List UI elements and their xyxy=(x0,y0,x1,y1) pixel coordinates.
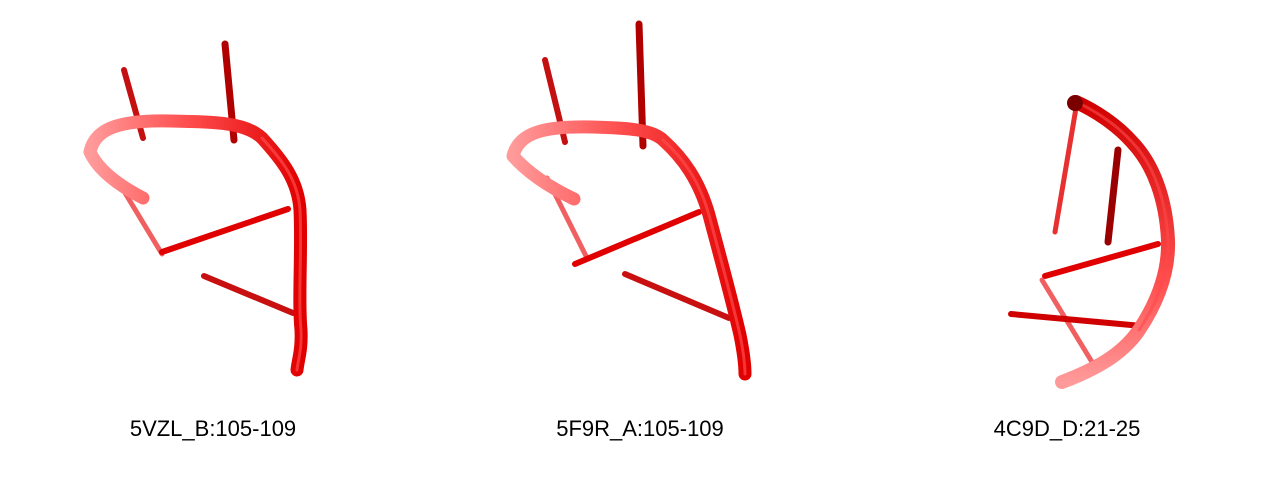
backbone-highlight xyxy=(661,138,747,376)
rna-cartoon-3 xyxy=(1008,95,1176,389)
base-stick xyxy=(572,209,702,267)
base-stick xyxy=(201,273,296,316)
backbone-tube xyxy=(506,120,752,381)
base-stick xyxy=(159,206,291,255)
base-stick xyxy=(1104,146,1122,246)
base-stick xyxy=(1052,105,1079,235)
structure-panel-3: 4C9D_D:21-25 xyxy=(854,0,1280,480)
structure-label: 5VZL_B:105-109 xyxy=(129,416,297,441)
base-stick xyxy=(1008,311,1145,329)
rna-cartoon-1 xyxy=(83,40,308,377)
backbone-tube xyxy=(83,114,308,377)
rna-cartoon-2 xyxy=(506,20,752,381)
backbone-highlight xyxy=(260,136,303,372)
backbone-highlight xyxy=(1074,100,1170,332)
structure-label: 5F9R_A:105-109 xyxy=(556,416,724,441)
structure-label: 4C9D_D:21-25 xyxy=(993,416,1141,441)
base-stick xyxy=(1042,241,1161,279)
structure-panel-1: 5VZL_B:105-109 xyxy=(0,0,426,480)
backbone-end-cap xyxy=(1067,95,1083,111)
base-stick xyxy=(622,271,732,321)
structure-panel-2: 5F9R_A:105-109 xyxy=(427,0,853,480)
